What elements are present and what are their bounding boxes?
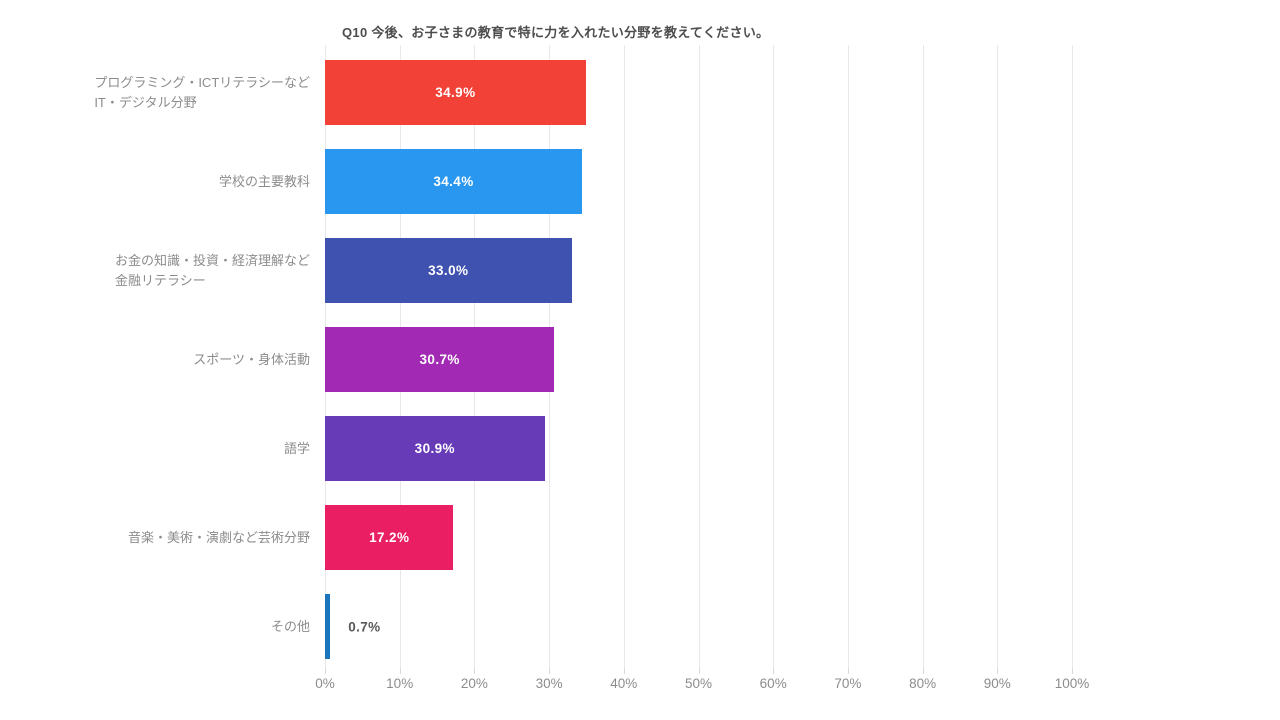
category-label: その他 <box>60 594 310 659</box>
category-label-line: 音楽・美術・演劇など芸術分野 <box>127 529 310 545</box>
bar: 30.9% <box>325 416 545 481</box>
bar: 34.9% <box>325 60 586 125</box>
bar: 34.4% <box>325 149 582 214</box>
axis-tick <box>773 668 775 674</box>
axis-tick <box>1072 668 1073 674</box>
category-label-line: その他 <box>270 618 310 634</box>
bar-value-label: 0.7% <box>348 619 381 634</box>
bar <box>325 594 331 659</box>
x-axis-tick-label: 60% <box>759 676 787 691</box>
axis-tick <box>474 668 476 674</box>
bar-value-label: 34.4% <box>433 174 474 189</box>
bar-value-label: 30.7% <box>419 352 460 367</box>
category-label-line: 金融リテラシー <box>114 272 206 288</box>
axis-tick <box>922 668 924 674</box>
x-axis-tick-label: 90% <box>983 676 1011 691</box>
x-axis-tick-label: 20% <box>460 676 488 691</box>
category-label-line: プログラミング・ICTリテラシーなど <box>94 74 310 90</box>
gridline <box>623 45 625 668</box>
gridline <box>698 45 700 668</box>
category-label: お金の知識・投資・経済理解など 金融リテラシー <box>60 238 310 303</box>
axis-tick <box>623 668 625 674</box>
axis-tick <box>698 668 700 674</box>
bar: 17.2% <box>325 505 454 570</box>
x-axis-tick-label: 0% <box>315 676 335 691</box>
category-label: 学校の主要教科 <box>60 149 310 214</box>
axis-tick <box>399 668 401 674</box>
axis-tick <box>325 668 326 674</box>
bar-value-label: 34.9% <box>435 85 476 100</box>
gridline <box>922 45 924 668</box>
gridline <box>847 45 849 668</box>
category-label-line: IT・デジタル分野 <box>94 94 197 110</box>
x-axis-tick-label: 50% <box>684 676 713 691</box>
category-label: 音楽・美術・演劇など芸術分野 <box>60 505 310 570</box>
gridline <box>773 45 775 668</box>
x-axis-tick-label: 70% <box>834 676 862 691</box>
bar-value-label: 30.9% <box>414 441 455 456</box>
bar-value-label: 17.2% <box>369 530 410 545</box>
category-label: 語学 <box>60 416 310 481</box>
category-label-line: 語学 <box>283 440 310 456</box>
category-label-line: お金の知識・投資・経済理解など <box>114 252 310 268</box>
x-axis-tick-label: 80% <box>909 676 937 691</box>
bar: 30.7% <box>325 327 555 392</box>
category-label-line: 学校の主要教科 <box>218 173 310 189</box>
bar: 33.0% <box>325 238 572 303</box>
category-label: スポーツ・身体活動 <box>60 327 310 392</box>
axis-tick <box>549 668 551 674</box>
x-axis-tick-label: 40% <box>610 676 638 691</box>
x-axis-tick-label: 30% <box>535 676 563 691</box>
chart-title: Q10 今後、お子さまの教育で特に力を入れたい分野を教えてください。 <box>342 25 770 40</box>
gridline <box>1072 45 1073 668</box>
gridline <box>997 45 999 668</box>
x-axis-tick-label: 10% <box>386 676 414 691</box>
axis-tick <box>847 668 849 674</box>
category-label: プログラミング・ICTリテラシーなど IT・デジタル分野 <box>60 60 310 125</box>
bar-value-label: 33.0% <box>428 263 469 278</box>
axis-tick <box>997 668 999 674</box>
x-axis-tick-label: 100% <box>1054 676 1090 691</box>
category-label-line: スポーツ・身体活動 <box>193 351 310 367</box>
